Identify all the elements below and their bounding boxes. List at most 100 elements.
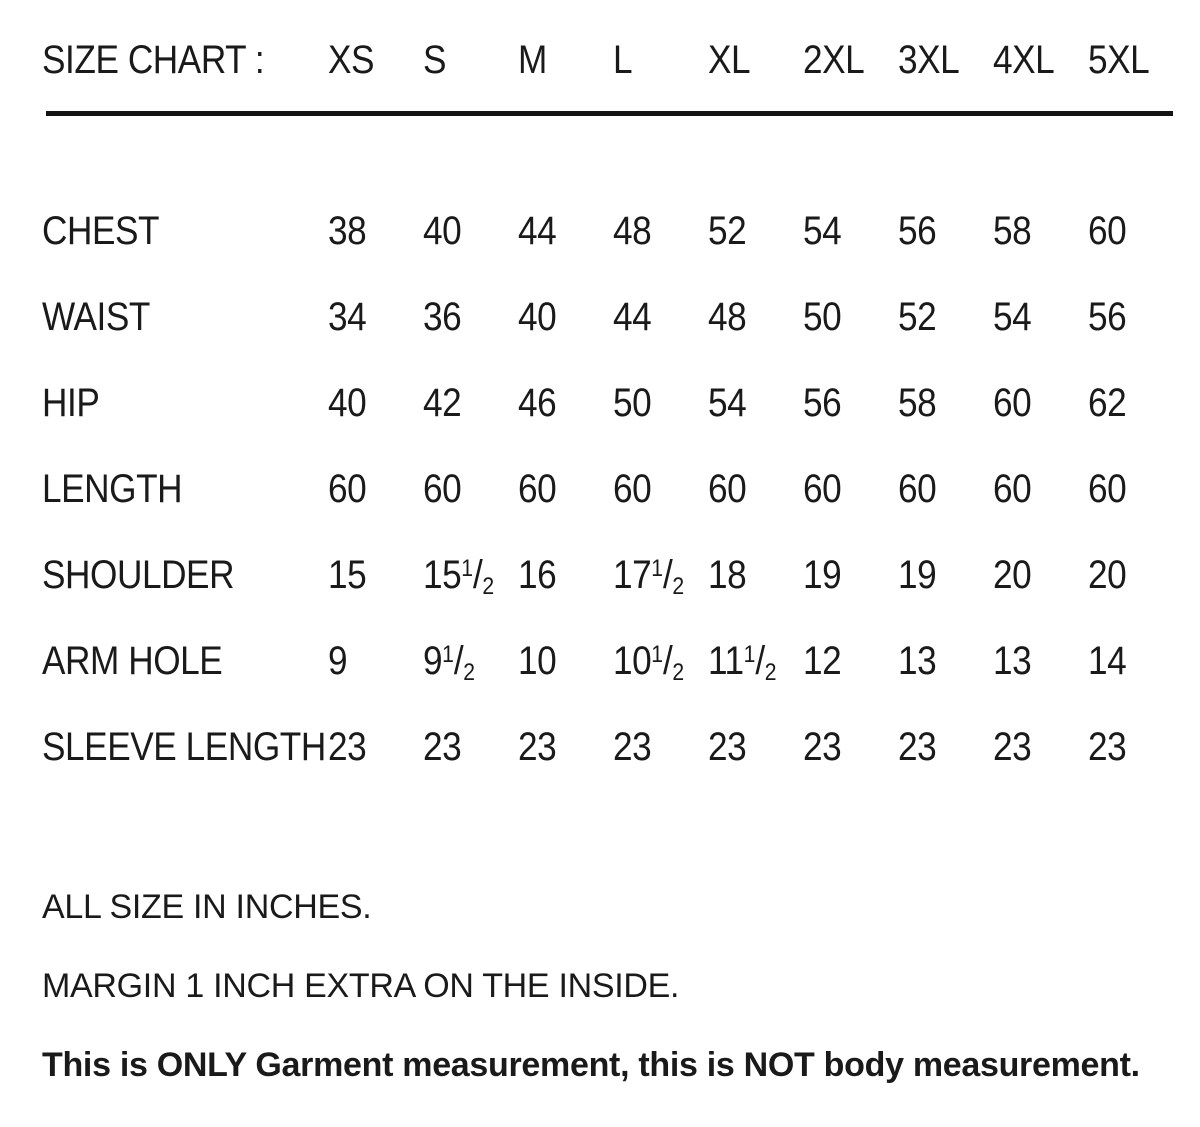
size-cell: 23: [518, 725, 613, 770]
column-header-text: XL: [708, 37, 751, 82]
size-cell-text: 60: [898, 466, 937, 511]
size-cell-text: 60: [993, 380, 1032, 425]
size-cell: 23: [423, 725, 518, 770]
size-cell: 62: [1088, 381, 1183, 426]
size-cell-text: 14: [1088, 638, 1127, 683]
note-units: ALL SIZE IN INCHES.: [42, 888, 372, 926]
size-cell: 50: [613, 381, 708, 426]
row-label: CHEST: [42, 209, 328, 254]
row-label: HIP: [42, 381, 328, 426]
size-cell-text: 54: [708, 380, 747, 425]
size-cell-text: 58: [993, 208, 1032, 253]
fraction-half: 1/2: [743, 638, 777, 686]
size-row-hip: HIP 40 42 46 50 54 56 58 60 62: [42, 360, 1200, 446]
column-header-5xl: 5XL: [1088, 38, 1183, 83]
size-cell: 13: [898, 639, 993, 684]
size-cell-text: 13: [993, 638, 1032, 683]
size-cell: 40: [423, 209, 518, 254]
size-cell: 23: [708, 725, 803, 770]
size-cell-text: 52: [708, 208, 747, 253]
fraction-half: 1/2: [461, 552, 495, 600]
size-cell: 23: [328, 725, 423, 770]
size-cell-text: 111/2: [708, 638, 777, 686]
size-cell: 14: [1088, 639, 1183, 684]
column-header-2xl: 2XL: [803, 38, 898, 83]
column-header-l: L: [613, 38, 708, 83]
size-cell-text: 23: [328, 724, 367, 769]
size-cell-text: 60: [1088, 466, 1127, 511]
column-header-text: 5XL: [1088, 37, 1150, 82]
size-cell-text: 40: [518, 294, 557, 339]
size-cell-text: 60: [423, 466, 462, 511]
size-cell-text: 18: [708, 552, 747, 597]
size-cell-text: 36: [423, 294, 462, 339]
size-cell: 44: [613, 295, 708, 340]
size-row-waist: WAIST 34 36 40 44 48 50 52 54 56: [42, 274, 1200, 360]
size-cell-text: 151/2: [423, 552, 495, 600]
size-row-chest: CHEST 38 40 44 48 52 54 56 58 60: [42, 188, 1200, 274]
size-cell-text: 101/2: [613, 638, 685, 686]
size-cell: 56: [1088, 295, 1183, 340]
size-cell-text: 56: [898, 208, 937, 253]
size-cell-text: 60: [613, 466, 652, 511]
row-label-text: WAIST: [42, 294, 150, 339]
size-cell: 101/2: [613, 638, 708, 686]
size-chart-header: SIZE CHART : XS S M L XL 2XL 3XL 4XL 5XL: [42, 22, 1200, 98]
size-cell-text: 23: [708, 724, 747, 769]
size-chart: SIZE CHART : XS S M L XL 2XL 3XL 4XL 5XL CHEST 38…: [42, 22, 1200, 1085]
size-cell-text: 50: [803, 294, 842, 339]
size-cell-text: 50: [613, 380, 652, 425]
size-cell: 60: [803, 467, 898, 512]
size-cell: 20: [1088, 553, 1183, 598]
size-cell-text: 44: [518, 208, 557, 253]
size-table-body: CHEST 38 40 44 48 52 54 56 58 60 WAIST 34 36 40 44 48 50…: [42, 188, 1200, 790]
size-cell-text: 56: [803, 380, 842, 425]
size-row-sleeve-length: SLEEVE LENGTH 23 23 23 23 23 23 23 23 23: [42, 704, 1200, 790]
size-cell: 13: [993, 639, 1088, 684]
size-cell: 23: [803, 725, 898, 770]
size-cell-text: 60: [803, 466, 842, 511]
column-header-xs: XS: [328, 38, 423, 83]
row-label: SHOULDER: [42, 553, 328, 598]
size-cell: 54: [993, 295, 1088, 340]
column-header-text: 3XL: [898, 37, 960, 82]
row-label-text: SHOULDER: [42, 552, 235, 597]
fraction-half: 1/2: [442, 638, 476, 686]
size-cell-text: 16: [518, 552, 557, 597]
note-disclaimer: This is ONLY Garment measurement, this i…: [42, 1046, 1140, 1084]
size-cell-text: 44: [613, 294, 652, 339]
row-label-text: HIP: [42, 380, 100, 425]
size-cell: 44: [518, 209, 613, 254]
size-cell-text: 20: [1088, 552, 1127, 597]
size-row-arm-hole: ARM HOLE 9 91/2 10 101/2 111/2 12 13 13 14: [42, 618, 1200, 704]
size-cell: 60: [423, 467, 518, 512]
size-cell-text: 23: [803, 724, 842, 769]
footer-notes: ALL SIZE IN INCHES. MARGIN 1 INCH EXTRA …: [42, 887, 1200, 1085]
note-margin: MARGIN 1 INCH EXTRA ON THE INSIDE.: [42, 967, 680, 1005]
column-header-xl: XL: [708, 38, 803, 83]
column-header-text: L: [613, 37, 633, 82]
size-cell: 38: [328, 209, 423, 254]
size-cell: 60: [993, 467, 1088, 512]
size-cell: 34: [328, 295, 423, 340]
size-cell: 60: [1088, 467, 1183, 512]
size-chart-title-text: SIZE CHART :: [42, 37, 265, 82]
size-cell-text: 23: [898, 724, 937, 769]
size-cell: 60: [518, 467, 613, 512]
size-cell: 54: [803, 209, 898, 254]
size-cell: 40: [328, 381, 423, 426]
size-cell: 18: [708, 553, 803, 598]
size-cell-text: 48: [613, 208, 652, 253]
size-cell: 23: [993, 725, 1088, 770]
size-cell: 60: [898, 467, 993, 512]
column-header-text: 4XL: [993, 37, 1055, 82]
row-label: LENGTH: [42, 467, 328, 512]
column-header-s: S: [423, 38, 518, 83]
size-cell-text: 38: [328, 208, 367, 253]
size-cell: 60: [1088, 209, 1183, 254]
row-label-text: CHEST: [42, 208, 160, 253]
size-cell-text: 58: [898, 380, 937, 425]
size-cell: 48: [708, 295, 803, 340]
size-cell: 151/2: [423, 552, 518, 600]
size-cell-text: 60: [993, 466, 1032, 511]
